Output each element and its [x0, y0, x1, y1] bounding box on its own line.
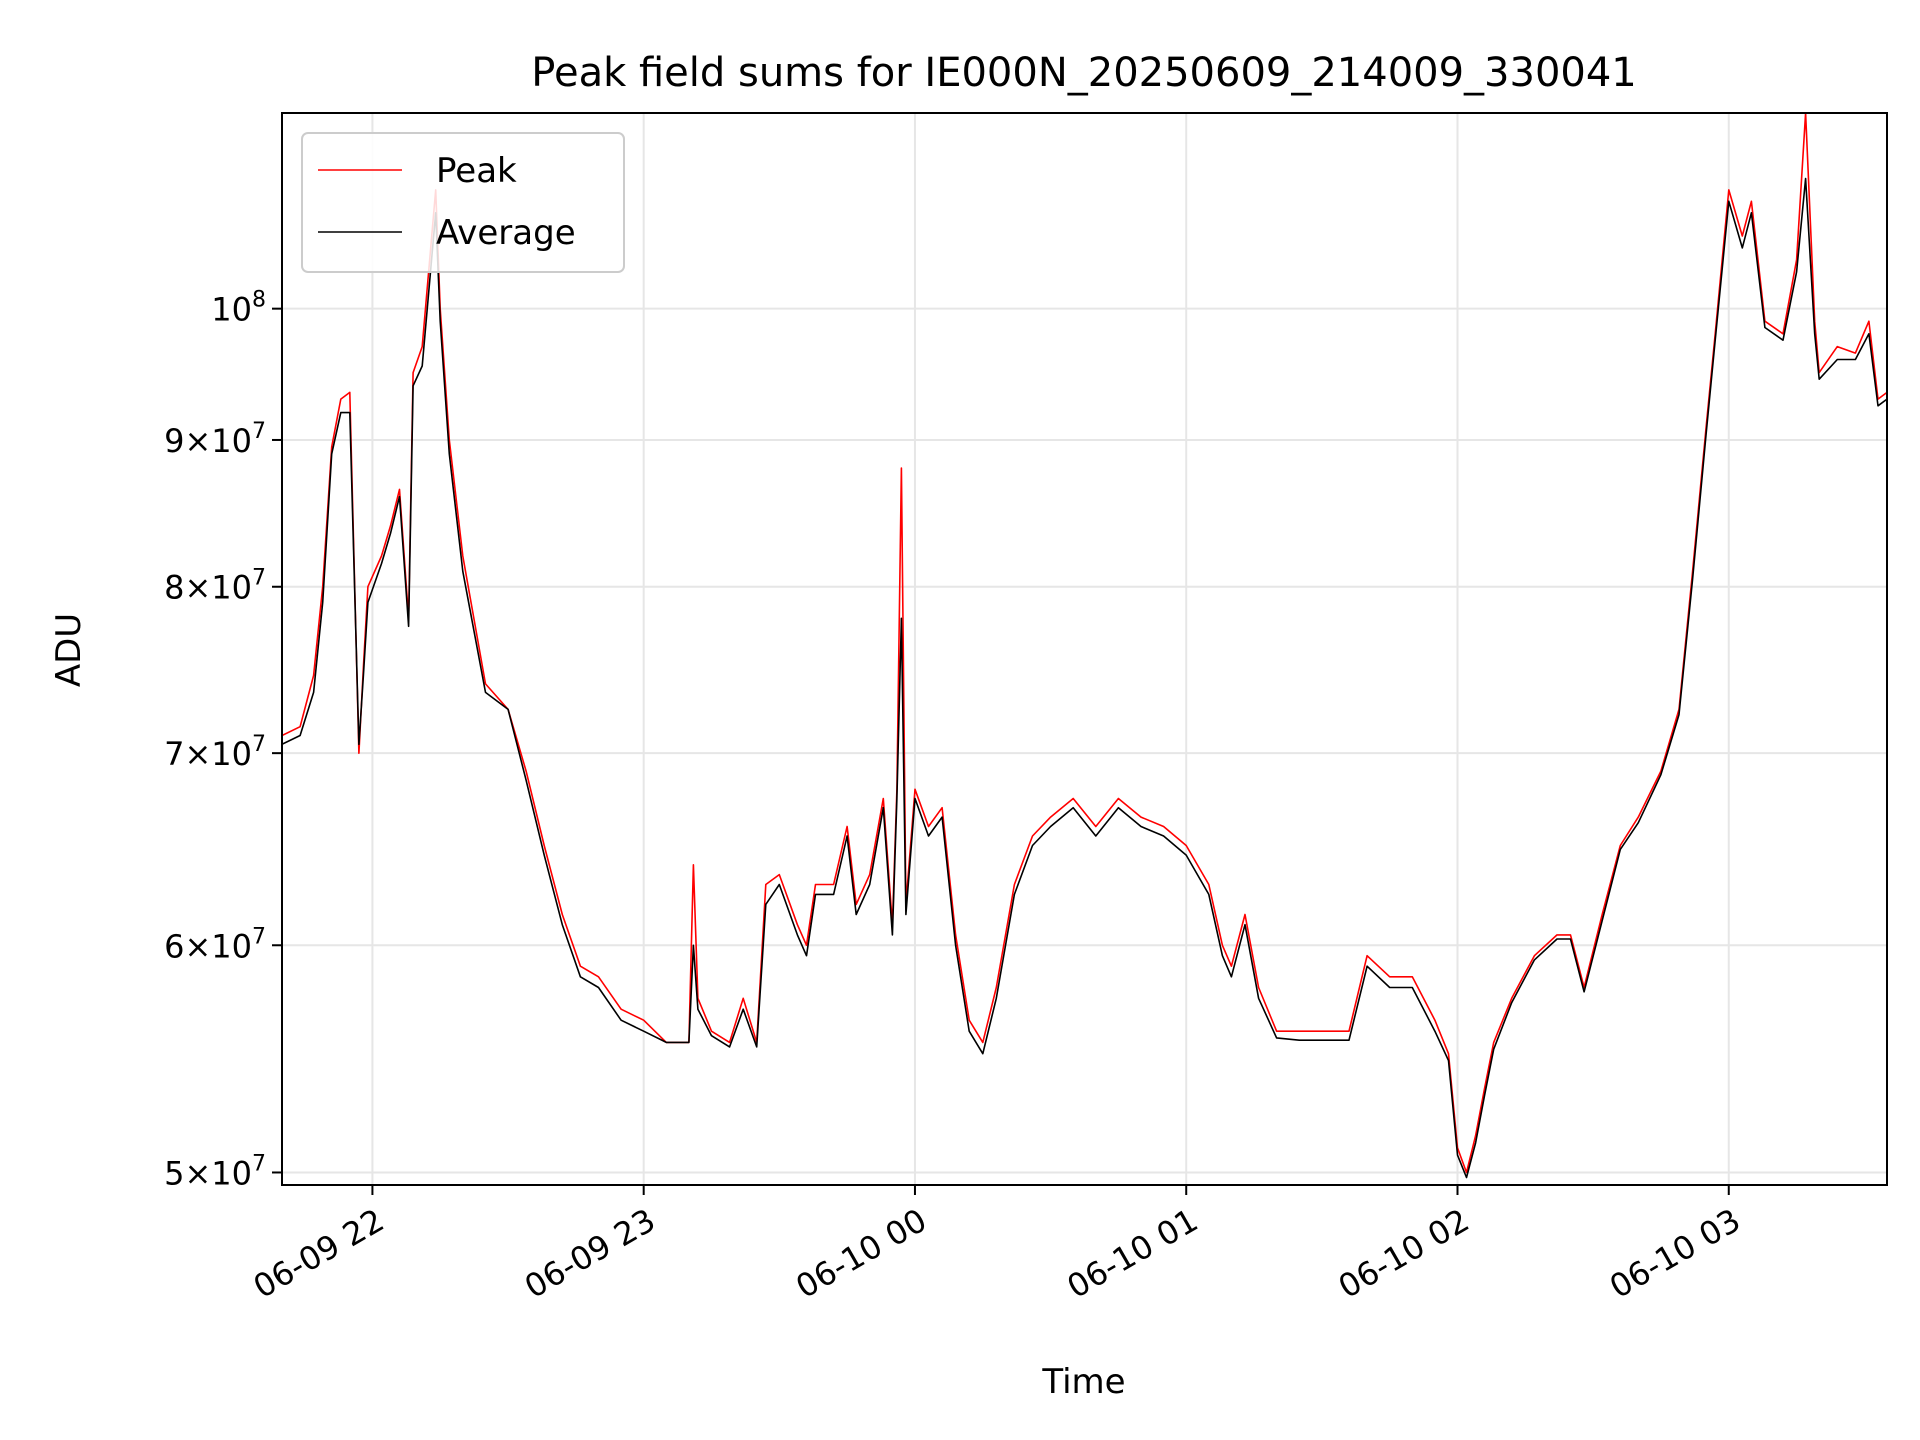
legend-label-peak: Peak [436, 151, 517, 191]
plot-area [282, 113, 1887, 1179]
y-axis: 5×107 6×107 7×107 8×107 9×107 108 [164, 288, 282, 1192]
legend-label-average: Average [436, 213, 576, 253]
legend: Peak Average [301, 132, 625, 273]
x-axis-label: Time [1041, 1362, 1125, 1402]
y-tick-label: 8×107 [164, 566, 266, 607]
y-tick-label: 6×107 [164, 924, 266, 965]
series-line-peak [282, 113, 1887, 1174]
legend-box [301, 132, 625, 273]
series-line-average [282, 177, 1887, 1179]
y-tick-label: 5×107 [164, 1151, 266, 1192]
y-tick-label: 7×107 [164, 732, 266, 773]
chart-title: Peak field sums for IE000N_20250609_2140… [531, 50, 1636, 96]
y-tick-label: 9×107 [164, 419, 266, 460]
y-tick-label: 108 [211, 288, 266, 329]
y-axis-label: ADU [49, 613, 89, 687]
axes-frame [281, 112, 1888, 1186]
gridlines [282, 113, 1887, 1185]
